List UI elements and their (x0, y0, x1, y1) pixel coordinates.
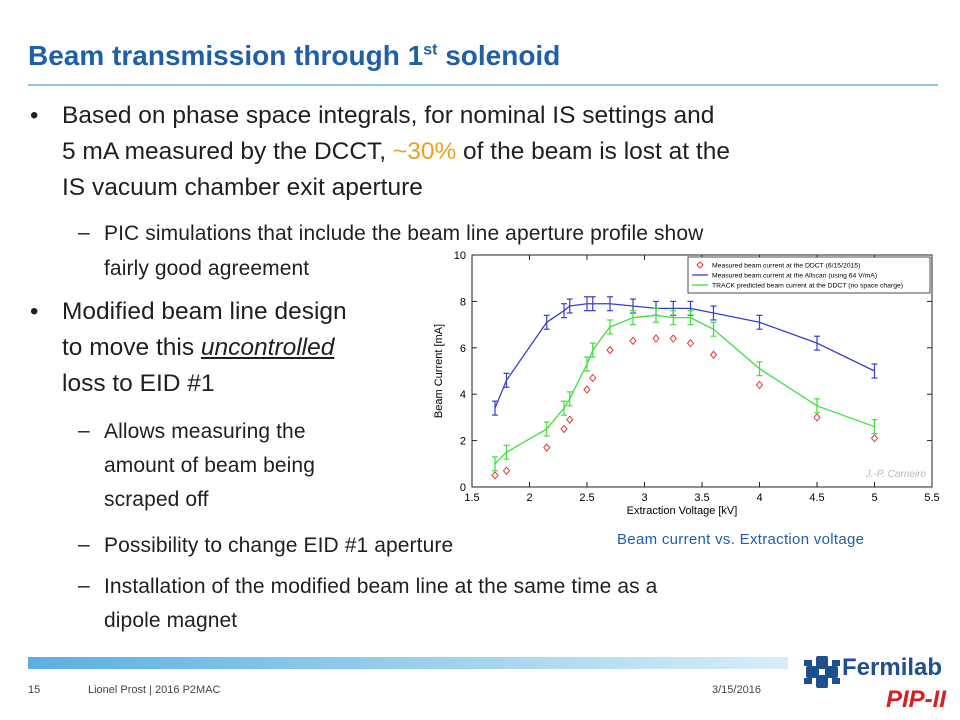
data-point-diamond (491, 471, 499, 480)
x-tick-label: 3 (641, 492, 647, 504)
sub-bullet-4-line-1: Installation of the modified beam line a… (104, 575, 658, 598)
y-tick-label: 10 (454, 250, 466, 262)
sub-bullet-4-line-2: dipole magnet (104, 609, 238, 632)
data-point-diamond (589, 373, 597, 383)
y-tick-label: 0 (460, 482, 466, 494)
footer-author: Lionel Prost | 2016 P2MAC (88, 684, 221, 696)
legend-box (687, 256, 931, 294)
title-divider (28, 84, 938, 86)
sub-bullet-2-line-3: scraped off (104, 488, 209, 511)
data-point-diamond (755, 380, 764, 390)
sub-bullet-3-line-1: Possibility to change EID #1 aperture (104, 534, 454, 557)
sub-bullet-1-line-2: fairly good agreement (104, 257, 310, 280)
data-point-diamond (686, 338, 695, 348)
legend-marker (696, 261, 704, 269)
x-tick-label: 3.5 (694, 492, 709, 504)
bullet-1-line-3: IS vacuum chamber exit aperture (62, 174, 423, 201)
sub-bullet-2-line-1: Allows measuring the (104, 420, 306, 443)
sub-bullet-2-line-2: amount of beam being (104, 454, 315, 477)
fermilab-logo: Fermilab PIP-II (800, 650, 946, 720)
loss-percent-highlight: ~30% (392, 138, 457, 165)
footer-bar (28, 657, 788, 669)
bullet-2-line-3: loss to EID #1 (62, 370, 215, 397)
uncontrolled-emphasis: uncontrolled (200, 334, 335, 361)
x-tick-label: 2.5 (579, 492, 594, 504)
y-tick-label: 2 (460, 436, 466, 448)
series-line (494, 303, 875, 409)
y-tick-label: 8 (460, 296, 466, 308)
data-point-diamond (543, 443, 551, 452)
bullet-1-line-1: Based on phase space integrals, for nomi… (62, 102, 715, 129)
dash-marker: – (78, 419, 90, 442)
legend-entry: Measured beam current at the Allscan (us… (712, 273, 877, 280)
data-point-diamond (652, 334, 660, 343)
legend-entry: Measured beam current at the DDCT (6/15/… (712, 263, 860, 270)
y-axis-label: Beam Current [mA] (433, 324, 445, 418)
data-point-diamond (629, 336, 637, 346)
data-point-diamond (583, 385, 591, 394)
x-tick-label: 4 (756, 492, 762, 504)
data-point-diamond (870, 434, 879, 443)
data-point-diamond (502, 466, 511, 476)
x-tick-label: 5 (871, 492, 877, 504)
y-tick-label: 6 (460, 343, 466, 355)
bullet-1-line-2: 5 mA measured by the DCCT, ~30% of the b… (62, 138, 730, 165)
x-tick-label: 1.5 (464, 492, 479, 504)
bullet-2-line-1: Modified beam line design (62, 298, 347, 325)
legend-entry: TRACK predicted beam current at the DDCT… (712, 283, 903, 290)
data-point-diamond (669, 334, 677, 343)
chart-svg: 1.5 2 2.5 3 3.5 4 4.5 5 5.5 0 2 4 6 8 10 Extraction Vol… (433, 250, 940, 517)
dash-marker: – (78, 221, 90, 244)
beam-current-chart: 1.5 2 2.5 3 3.5 4 4.5 5 5.5 0 2 4 6 8 10 Extraction Vol… (420, 245, 940, 535)
footer-date: 3/15/2016 (712, 684, 761, 696)
dash-marker: – (78, 574, 90, 597)
page-number: 15 (28, 684, 41, 696)
bullet-2-line-2: to move this uncontrolled (62, 334, 335, 361)
slide-title: Beam transmission through 1st solenoid (28, 40, 561, 71)
chart-caption: Beam current vs. Extraction voltage (617, 531, 865, 548)
pip-ii-logo: PIP-II (886, 686, 947, 713)
y-tick-label: 4 (460, 389, 466, 401)
x-axis-label: Extraction Voltage [kV] (627, 505, 738, 517)
x-tick-label: 2 (526, 492, 532, 504)
data-point-diamond (606, 345, 614, 355)
data-point-diamond (566, 415, 574, 424)
data-point-diamond (813, 413, 821, 422)
fermilab-mark-icon (804, 656, 840, 688)
sub-bullet-1-line-1: PIC simulations that include the beam li… (104, 222, 704, 245)
x-tick-label: 5.5 (924, 492, 939, 504)
chart-credit: J.-P. Carneiro (865, 469, 927, 480)
fermilab-wordmark: Fermilab (842, 654, 943, 681)
bullet-marker: • (30, 102, 39, 129)
x-tick-label: 4.5 (809, 492, 824, 504)
series-line (494, 314, 875, 465)
data-point-diamond (709, 350, 718, 360)
data-point-diamond (560, 424, 568, 434)
bullet-marker: • (30, 298, 39, 325)
dash-marker: – (78, 533, 90, 556)
